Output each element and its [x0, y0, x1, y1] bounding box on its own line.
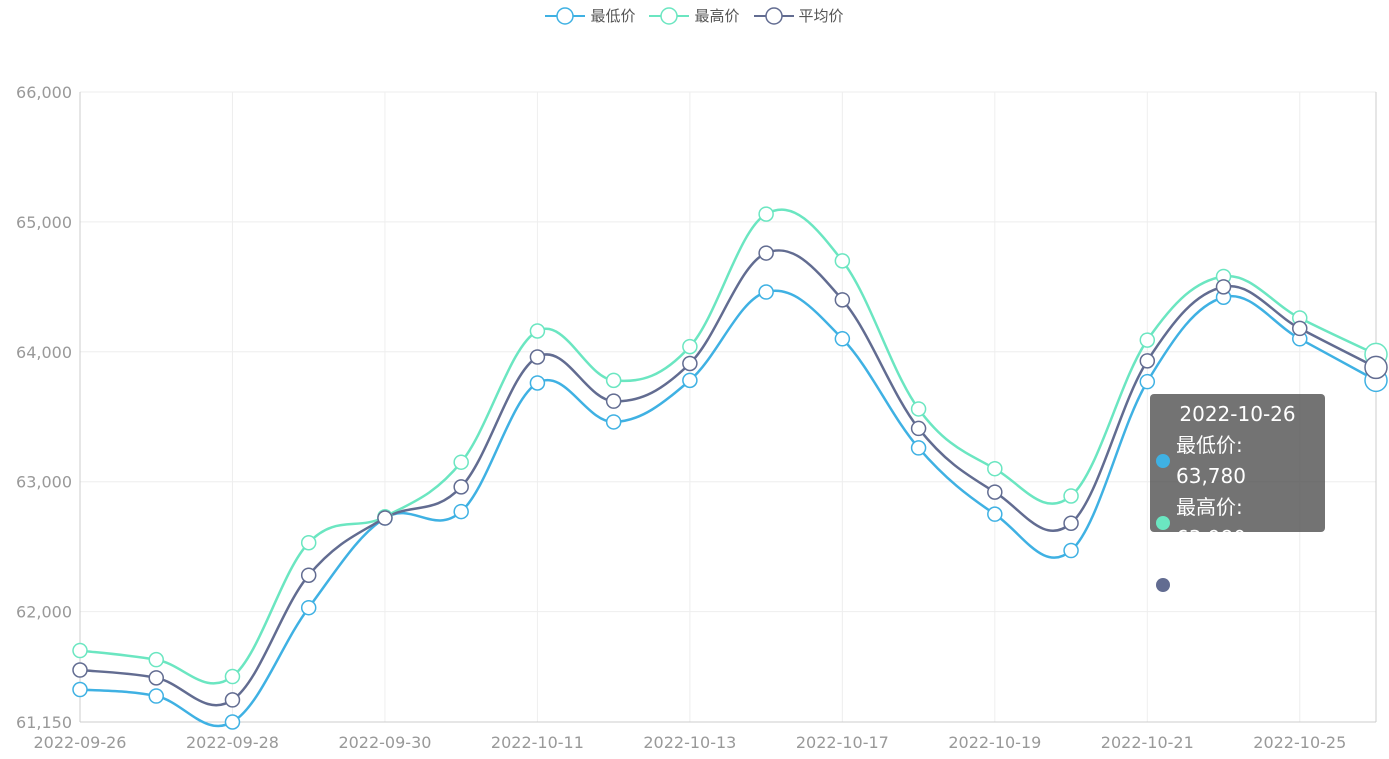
- data-point-low: [300, 599, 317, 616]
- y-tick-label: 62,000: [16, 603, 72, 622]
- data-point-high: [453, 454, 469, 470]
- x-tick-label: 2022-10-21: [1101, 733, 1194, 752]
- y-tick-label: 61,150: [16, 713, 72, 732]
- legend-item-low[interactable]: 最低价: [545, 5, 635, 26]
- tooltip-title: 2022-10-26: [1179, 402, 1296, 426]
- data-point-low: [987, 506, 1003, 522]
- data-point-avg: [682, 355, 698, 372]
- x-tick-label: 2022-10-11: [491, 733, 584, 752]
- tooltip-row-high: 最高价: 63,980: [1156, 492, 1319, 554]
- legend-marker-low-icon: [545, 6, 586, 25]
- chart-tooltip: 2022-10-26 最低价: 63,780 最高价: 63,980 平均价: …: [1150, 394, 1325, 612]
- data-point-avg: [758, 245, 774, 261]
- x-tick-label: 2022-09-26: [34, 733, 127, 752]
- tooltip-dot-low-icon: [1156, 454, 1170, 468]
- tooltip-value-high: 最高价: 63,980: [1176, 495, 1246, 550]
- data-point-low: [72, 681, 88, 698]
- data-point-avg: [910, 420, 927, 437]
- data-point-avg: [529, 349, 546, 365]
- data-point-low: [605, 414, 622, 430]
- legend-item-high[interactable]: 最高价: [649, 5, 740, 26]
- data-point-low: [758, 284, 774, 300]
- x-tick-label: 2022-10-13: [643, 733, 736, 752]
- data-point-avg: [377, 510, 393, 526]
- tooltip-dot-avg-icon: [1156, 578, 1170, 592]
- data-point-low: [148, 688, 164, 704]
- data-point-high: [300, 534, 317, 551]
- legend-marker-high-icon: [649, 6, 690, 25]
- y-tick-label: 63,000: [16, 473, 72, 492]
- x-tick-label: 2022-09-28: [186, 733, 279, 752]
- data-point-high: [605, 372, 622, 389]
- data-point-high: [758, 206, 774, 222]
- data-point-low: [453, 503, 469, 520]
- data-point-avg: [987, 484, 1003, 500]
- data-point-avg: [834, 292, 851, 308]
- tooltip-row-low: 最低价: 63,780: [1156, 430, 1319, 492]
- data-point-high: [529, 323, 546, 339]
- tooltip-value-avg: 平均价: 63,880: [1176, 557, 1246, 612]
- data-point-high: [910, 401, 927, 417]
- data-point-avg: [148, 670, 164, 686]
- x-tick-label: 2022-10-19: [948, 733, 1041, 752]
- legend-item-avg[interactable]: 平均价: [753, 5, 844, 26]
- tooltip-value-low: 最低价: 63,780: [1176, 433, 1246, 488]
- data-point-high: [1139, 332, 1156, 348]
- data-point-high: [72, 642, 88, 659]
- data-point-high: [682, 338, 698, 355]
- y-tick-label: 66,000: [16, 83, 72, 102]
- data-point-low: [529, 375, 546, 391]
- data-point-avg: [1063, 515, 1079, 532]
- x-tick-label: 2022-10-17: [796, 733, 889, 752]
- y-tick-label: 65,000: [16, 213, 72, 232]
- chart-legend: 最低价 最高价 平均价: [0, 5, 1389, 26]
- data-point-high: [834, 253, 851, 269]
- data-point-avg: [1292, 320, 1308, 337]
- data-point-high: [1063, 488, 1079, 504]
- data-point-high: [224, 668, 241, 685]
- data-point-avg: [453, 479, 469, 495]
- data-point-avg: [1139, 353, 1156, 369]
- x-tick-label: 2022-10-25: [1253, 733, 1346, 752]
- data-point-low: [910, 440, 927, 456]
- data-point-avg: [605, 393, 622, 409]
- data-point-avg: [72, 662, 88, 678]
- data-point-low: [834, 331, 851, 347]
- x-tick-label: 2022-09-30: [338, 733, 431, 752]
- tooltip-row-avg: 平均价: 63,880: [1156, 554, 1319, 616]
- y-tick-label: 64,000: [16, 343, 72, 362]
- legend-label-avg: 平均价: [798, 7, 844, 25]
- legend-marker-avg-icon: [753, 6, 794, 25]
- data-point-low: [682, 372, 698, 389]
- data-point-avg: [1215, 279, 1232, 295]
- tooltip-dot-high-icon: [1156, 516, 1170, 530]
- data-point-low: [1063, 542, 1079, 559]
- data-point-high: [148, 651, 164, 668]
- data-point-high: [987, 460, 1003, 477]
- legend-label-high: 最高价: [694, 7, 740, 25]
- data-point-low: [224, 714, 241, 730]
- data-point-avg: [1364, 355, 1388, 380]
- data-point-avg: [300, 567, 317, 583]
- data-point-avg: [224, 692, 241, 708]
- data-point-low: [1139, 373, 1156, 390]
- legend-label-low: 最低价: [590, 7, 636, 25]
